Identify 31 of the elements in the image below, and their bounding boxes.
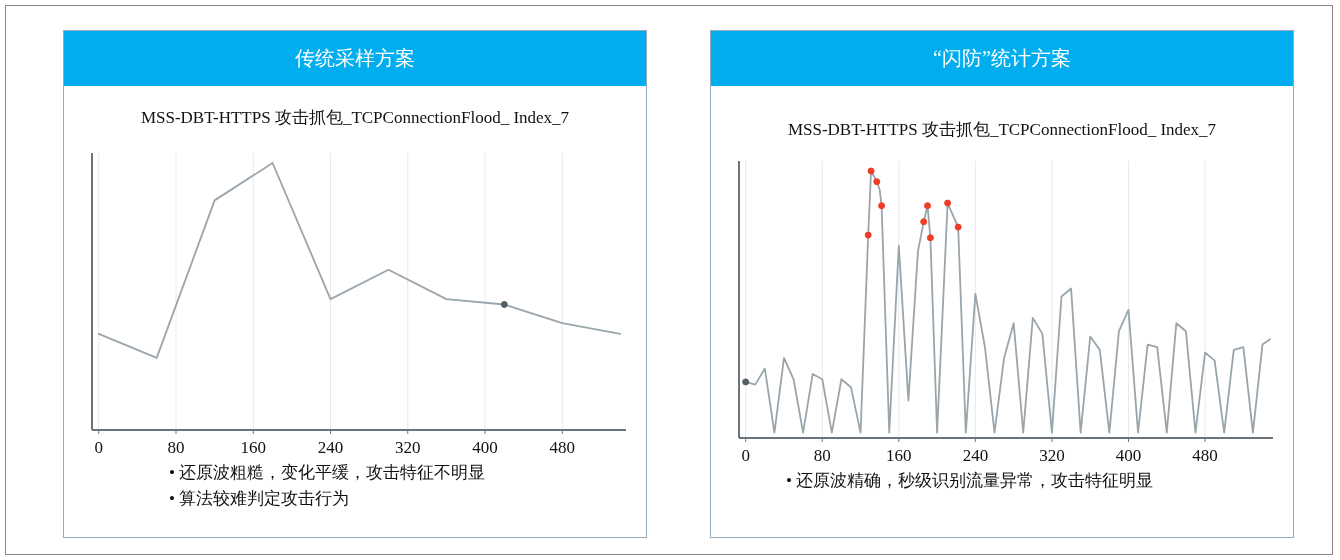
point — [878, 202, 886, 210]
point — [742, 378, 750, 386]
x-tick-label: 320 — [395, 438, 421, 457]
x-tick-label: 80 — [813, 446, 831, 465]
point — [944, 199, 952, 207]
point — [873, 178, 881, 186]
x-tick-label: 0 — [94, 438, 104, 457]
text: • 算法较难判定攻击行为 — [169, 488, 351, 510]
text: • 还原波精确，秒级识别流量异常，攻击特征明显 — [786, 470, 1154, 492]
x-tick-label: 160 — [240, 438, 267, 457]
point — [864, 231, 872, 239]
x-tick-label: 480 — [549, 438, 576, 457]
x-tick-label: 240 — [962, 446, 989, 465]
x-tick-label: 0 — [741, 446, 750, 465]
x-tick-label: 480 — [1192, 446, 1218, 465]
chart-title: “闪防”统计方案 — [711, 31, 1293, 86]
x-tick-label: 80 — [167, 438, 185, 457]
point — [920, 218, 928, 226]
chart-subtitle: MSS-DBT-HTTPS 攻击抓包_TCPConnectionFlood_ Index_7 — [786, 119, 1218, 141]
x-tick-label: 240 — [317, 438, 344, 457]
text: • 还原波粗糙，变化平缓，攻击特征不明显 — [169, 462, 486, 484]
x-tick-label: 160 — [886, 446, 912, 465]
point — [867, 167, 875, 175]
point — [954, 223, 962, 231]
point — [926, 234, 934, 242]
point — [924, 202, 932, 210]
x-tick-label: 400 — [1115, 446, 1142, 465]
x-tick-label: 400 — [472, 438, 498, 457]
chart-title: 传统采样方案 — [64, 31, 646, 86]
chart-subtitle: MSS-DBT-HTTPS 攻击抓包_TCPConnectionFlood_ Index_7 — [139, 107, 571, 129]
x-tick-label: 320 — [1039, 446, 1065, 465]
